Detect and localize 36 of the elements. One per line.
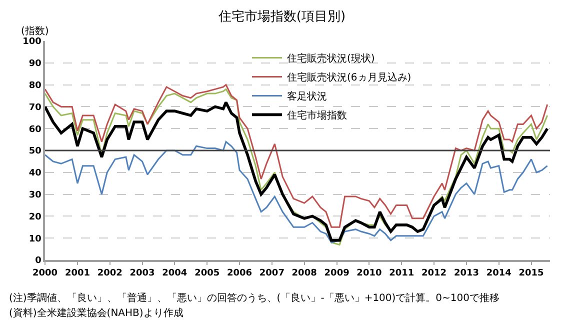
x-tick-label: 2009 bbox=[324, 268, 350, 279]
text: (資料)全米建設業協会(NAHB)より作成 bbox=[9, 307, 184, 319]
y-tick-label: 60 bbox=[28, 124, 42, 135]
y-tick-label: 0 bbox=[35, 256, 42, 266]
x-tick-label: 2014 bbox=[486, 268, 512, 279]
y-tick-label: 20 bbox=[28, 212, 42, 222]
x-tick-label: 2006 bbox=[227, 268, 252, 279]
y-tick-label: 70 bbox=[28, 102, 42, 113]
x-tick-label: 2015 bbox=[518, 268, 544, 279]
y-tick-label: 90 bbox=[28, 59, 42, 70]
x-tick-label: 2001 bbox=[64, 268, 90, 279]
y-tick-label: 30 bbox=[28, 190, 42, 200]
chart-title: 住宅市場指数(項目別) bbox=[217, 8, 346, 24]
line-series bbox=[45, 140, 548, 244]
x-tick-label: 2008 bbox=[292, 268, 317, 279]
y-axis-title: (指数) bbox=[21, 25, 49, 37]
y-tick-label: 10 bbox=[28, 234, 42, 244]
x-tick-label: 2002 bbox=[97, 268, 122, 279]
y-tick-label: 100 bbox=[22, 37, 42, 48]
x-tick-label: 2013 bbox=[454, 268, 480, 279]
x-tick-label: 2005 bbox=[194, 268, 220, 279]
legend-label: 住宅販売状況(6ヵ月見込み) bbox=[287, 72, 412, 84]
legend-label: 住宅市場指数 bbox=[287, 110, 347, 122]
x-tick-label: 2004 bbox=[162, 268, 188, 279]
y-tick-label: 40 bbox=[28, 168, 42, 179]
x-tick-label: 2010 bbox=[356, 268, 382, 279]
y-tick-label: 80 bbox=[28, 80, 42, 91]
y-tick-label: 50 bbox=[28, 146, 42, 157]
x-tick-label: 2011 bbox=[389, 268, 414, 279]
legend-label: 客足状況 bbox=[287, 90, 327, 103]
legend-label: 住宅販売状況(現状) bbox=[287, 52, 375, 65]
x-tick-label: 2012 bbox=[421, 268, 447, 279]
text: (注)季調値、「良い」、「普通」、「悪い」の回答のうち、(「良い」-「悪い」+100)で計算。0~100で推移 bbox=[9, 292, 500, 304]
x-tick-label: 2000 bbox=[32, 268, 58, 279]
x-tick-label: 2003 bbox=[130, 268, 155, 279]
x-tick-label: 2007 bbox=[259, 268, 284, 279]
